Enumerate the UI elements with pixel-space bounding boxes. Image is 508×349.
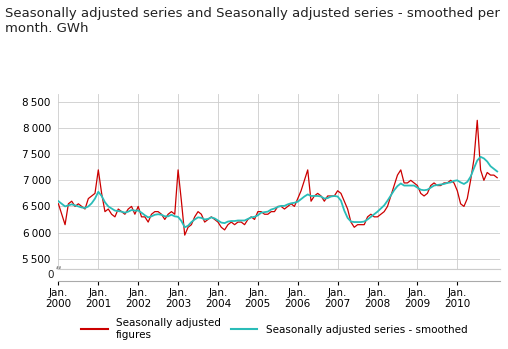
Legend: Seasonally adjusted
figures, Seasonally adjusted series - smoothed: Seasonally adjusted figures, Seasonally …	[77, 314, 471, 344]
Text: 0: 0	[48, 270, 54, 280]
Text: Seasonally adjusted series and Seasonally adjusted series - smoothed per
month. : Seasonally adjusted series and Seasonall…	[5, 7, 500, 35]
